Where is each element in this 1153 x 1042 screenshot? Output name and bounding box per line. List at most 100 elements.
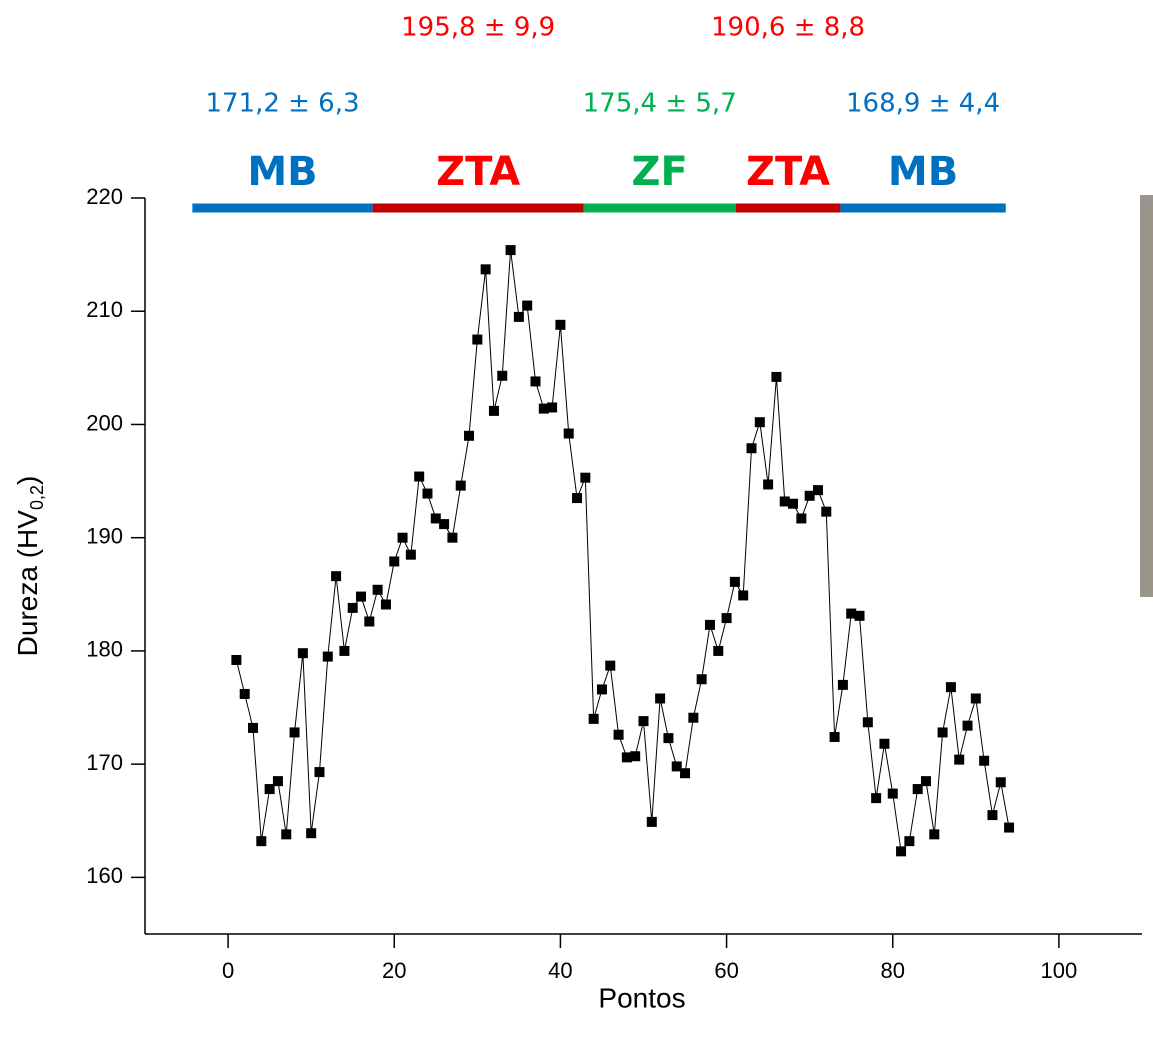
point	[405, 549, 416, 560]
point	[547, 402, 558, 413]
point	[738, 590, 749, 601]
zone-name: MB	[888, 149, 958, 195]
point	[887, 788, 898, 799]
zone-name: ZTA	[436, 149, 520, 195]
point	[530, 376, 541, 387]
point	[239, 688, 250, 699]
point	[680, 768, 691, 779]
point	[920, 776, 931, 787]
point	[837, 679, 848, 690]
point	[231, 654, 242, 665]
point	[422, 488, 433, 499]
point	[937, 727, 948, 738]
point	[829, 731, 840, 742]
point	[414, 471, 425, 482]
y-tick-label: 200	[86, 410, 123, 435]
point	[289, 727, 300, 738]
point	[912, 784, 923, 795]
x-tick-label: 40	[548, 958, 572, 983]
point	[347, 602, 358, 613]
point	[713, 645, 724, 656]
point	[314, 767, 325, 778]
point	[522, 300, 533, 311]
point	[605, 660, 616, 671]
y-tick-label: 210	[86, 297, 123, 322]
point	[596, 684, 607, 695]
point	[497, 370, 508, 381]
point	[804, 490, 815, 501]
zone-stat: 195,8 ± 9,9	[401, 13, 555, 43]
point	[771, 371, 782, 382]
y-label-main: Dureza (HV	[12, 510, 43, 657]
point	[945, 682, 956, 693]
point	[638, 716, 649, 727]
y-label-close: )	[12, 476, 43, 485]
zone-stat: 190,6 ± 8,8	[711, 13, 865, 43]
x-tick-label: 100	[1041, 958, 1078, 983]
y-tick-label: 170	[86, 750, 123, 775]
point	[979, 755, 990, 766]
point	[372, 584, 383, 595]
point	[871, 793, 882, 804]
point	[788, 498, 799, 509]
point	[696, 674, 707, 685]
point	[1004, 822, 1015, 833]
point	[588, 713, 599, 724]
point	[447, 532, 458, 543]
point	[655, 693, 666, 704]
point	[970, 693, 981, 704]
point	[904, 836, 915, 847]
point	[688, 712, 699, 723]
point	[430, 513, 441, 524]
point	[339, 645, 350, 656]
point	[962, 720, 973, 731]
point	[929, 829, 940, 840]
point	[322, 651, 333, 662]
point	[281, 829, 292, 840]
point	[812, 485, 823, 496]
zone-name: ZTA	[746, 149, 830, 195]
point	[272, 776, 283, 787]
point	[464, 430, 475, 441]
point	[663, 733, 674, 744]
point	[389, 556, 400, 567]
y-tick-label: 160	[86, 863, 123, 888]
point	[364, 616, 375, 627]
point	[397, 532, 408, 543]
point	[356, 591, 367, 602]
point	[987, 810, 998, 821]
point	[563, 428, 574, 439]
point	[306, 828, 317, 839]
x-axis-label: Pontos	[598, 982, 685, 1013]
point	[297, 648, 308, 659]
point	[555, 319, 566, 330]
point	[671, 761, 682, 772]
x-tick-label: 80	[881, 958, 905, 983]
point	[763, 479, 774, 490]
point	[729, 576, 740, 587]
point	[954, 754, 965, 765]
x-tick-label: 60	[714, 958, 738, 983]
point	[256, 836, 267, 847]
point	[862, 717, 873, 728]
y-tick-label: 190	[86, 524, 123, 549]
point	[796, 513, 807, 524]
photo-edge	[1140, 195, 1153, 597]
point	[846, 608, 857, 619]
point	[746, 443, 757, 454]
point	[879, 738, 890, 749]
point	[472, 334, 483, 345]
series-line	[235, 250, 1010, 853]
point	[248, 722, 259, 733]
point	[621, 752, 632, 763]
x-tick-label: 0	[222, 958, 234, 983]
point	[854, 610, 865, 621]
point	[721, 613, 732, 624]
point	[513, 311, 524, 322]
point	[754, 417, 765, 428]
point	[505, 245, 516, 256]
zone-name: ZF	[632, 149, 688, 195]
point	[896, 846, 907, 857]
